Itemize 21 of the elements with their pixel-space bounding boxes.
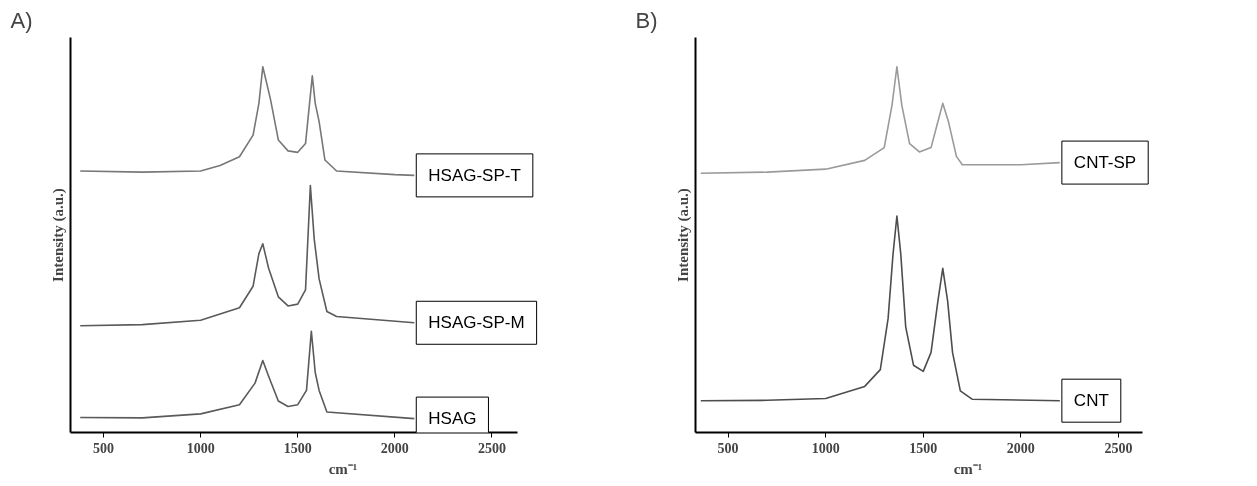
x-tick-label: 2000 — [1006, 440, 1035, 456]
chart-title: B) — [635, 7, 658, 33]
x-tick-label: 500 — [93, 440, 115, 456]
x-tick-label: 2000 — [380, 440, 409, 456]
y-axis-title: Intensity (a.u.) — [49, 188, 67, 282]
x-axis-title: cm⁻¹ — [953, 460, 983, 477]
series-label: HSAG-SP-M — [428, 313, 525, 333]
series-label: CNT — [1073, 391, 1109, 411]
chart-title: A) — [10, 7, 33, 33]
series-label: HSAG — [428, 409, 477, 429]
x-tick-label: 1500 — [283, 440, 312, 456]
x-tick-label: 2500 — [1104, 440, 1133, 456]
x-tick-label: 1500 — [909, 440, 938, 456]
x-tick-label: 1000 — [811, 440, 840, 456]
series-label: CNT-SP — [1073, 153, 1137, 173]
x-tick-label: 500 — [717, 440, 739, 456]
x-axis-title: cm⁻¹ — [328, 460, 358, 477]
series-label: HSAG-SP-T — [428, 165, 521, 185]
x-tick-label: 2500 — [477, 440, 506, 456]
y-axis-title: Intensity (a.u.) — [674, 188, 692, 282]
x-tick-label: 1000 — [186, 440, 215, 456]
